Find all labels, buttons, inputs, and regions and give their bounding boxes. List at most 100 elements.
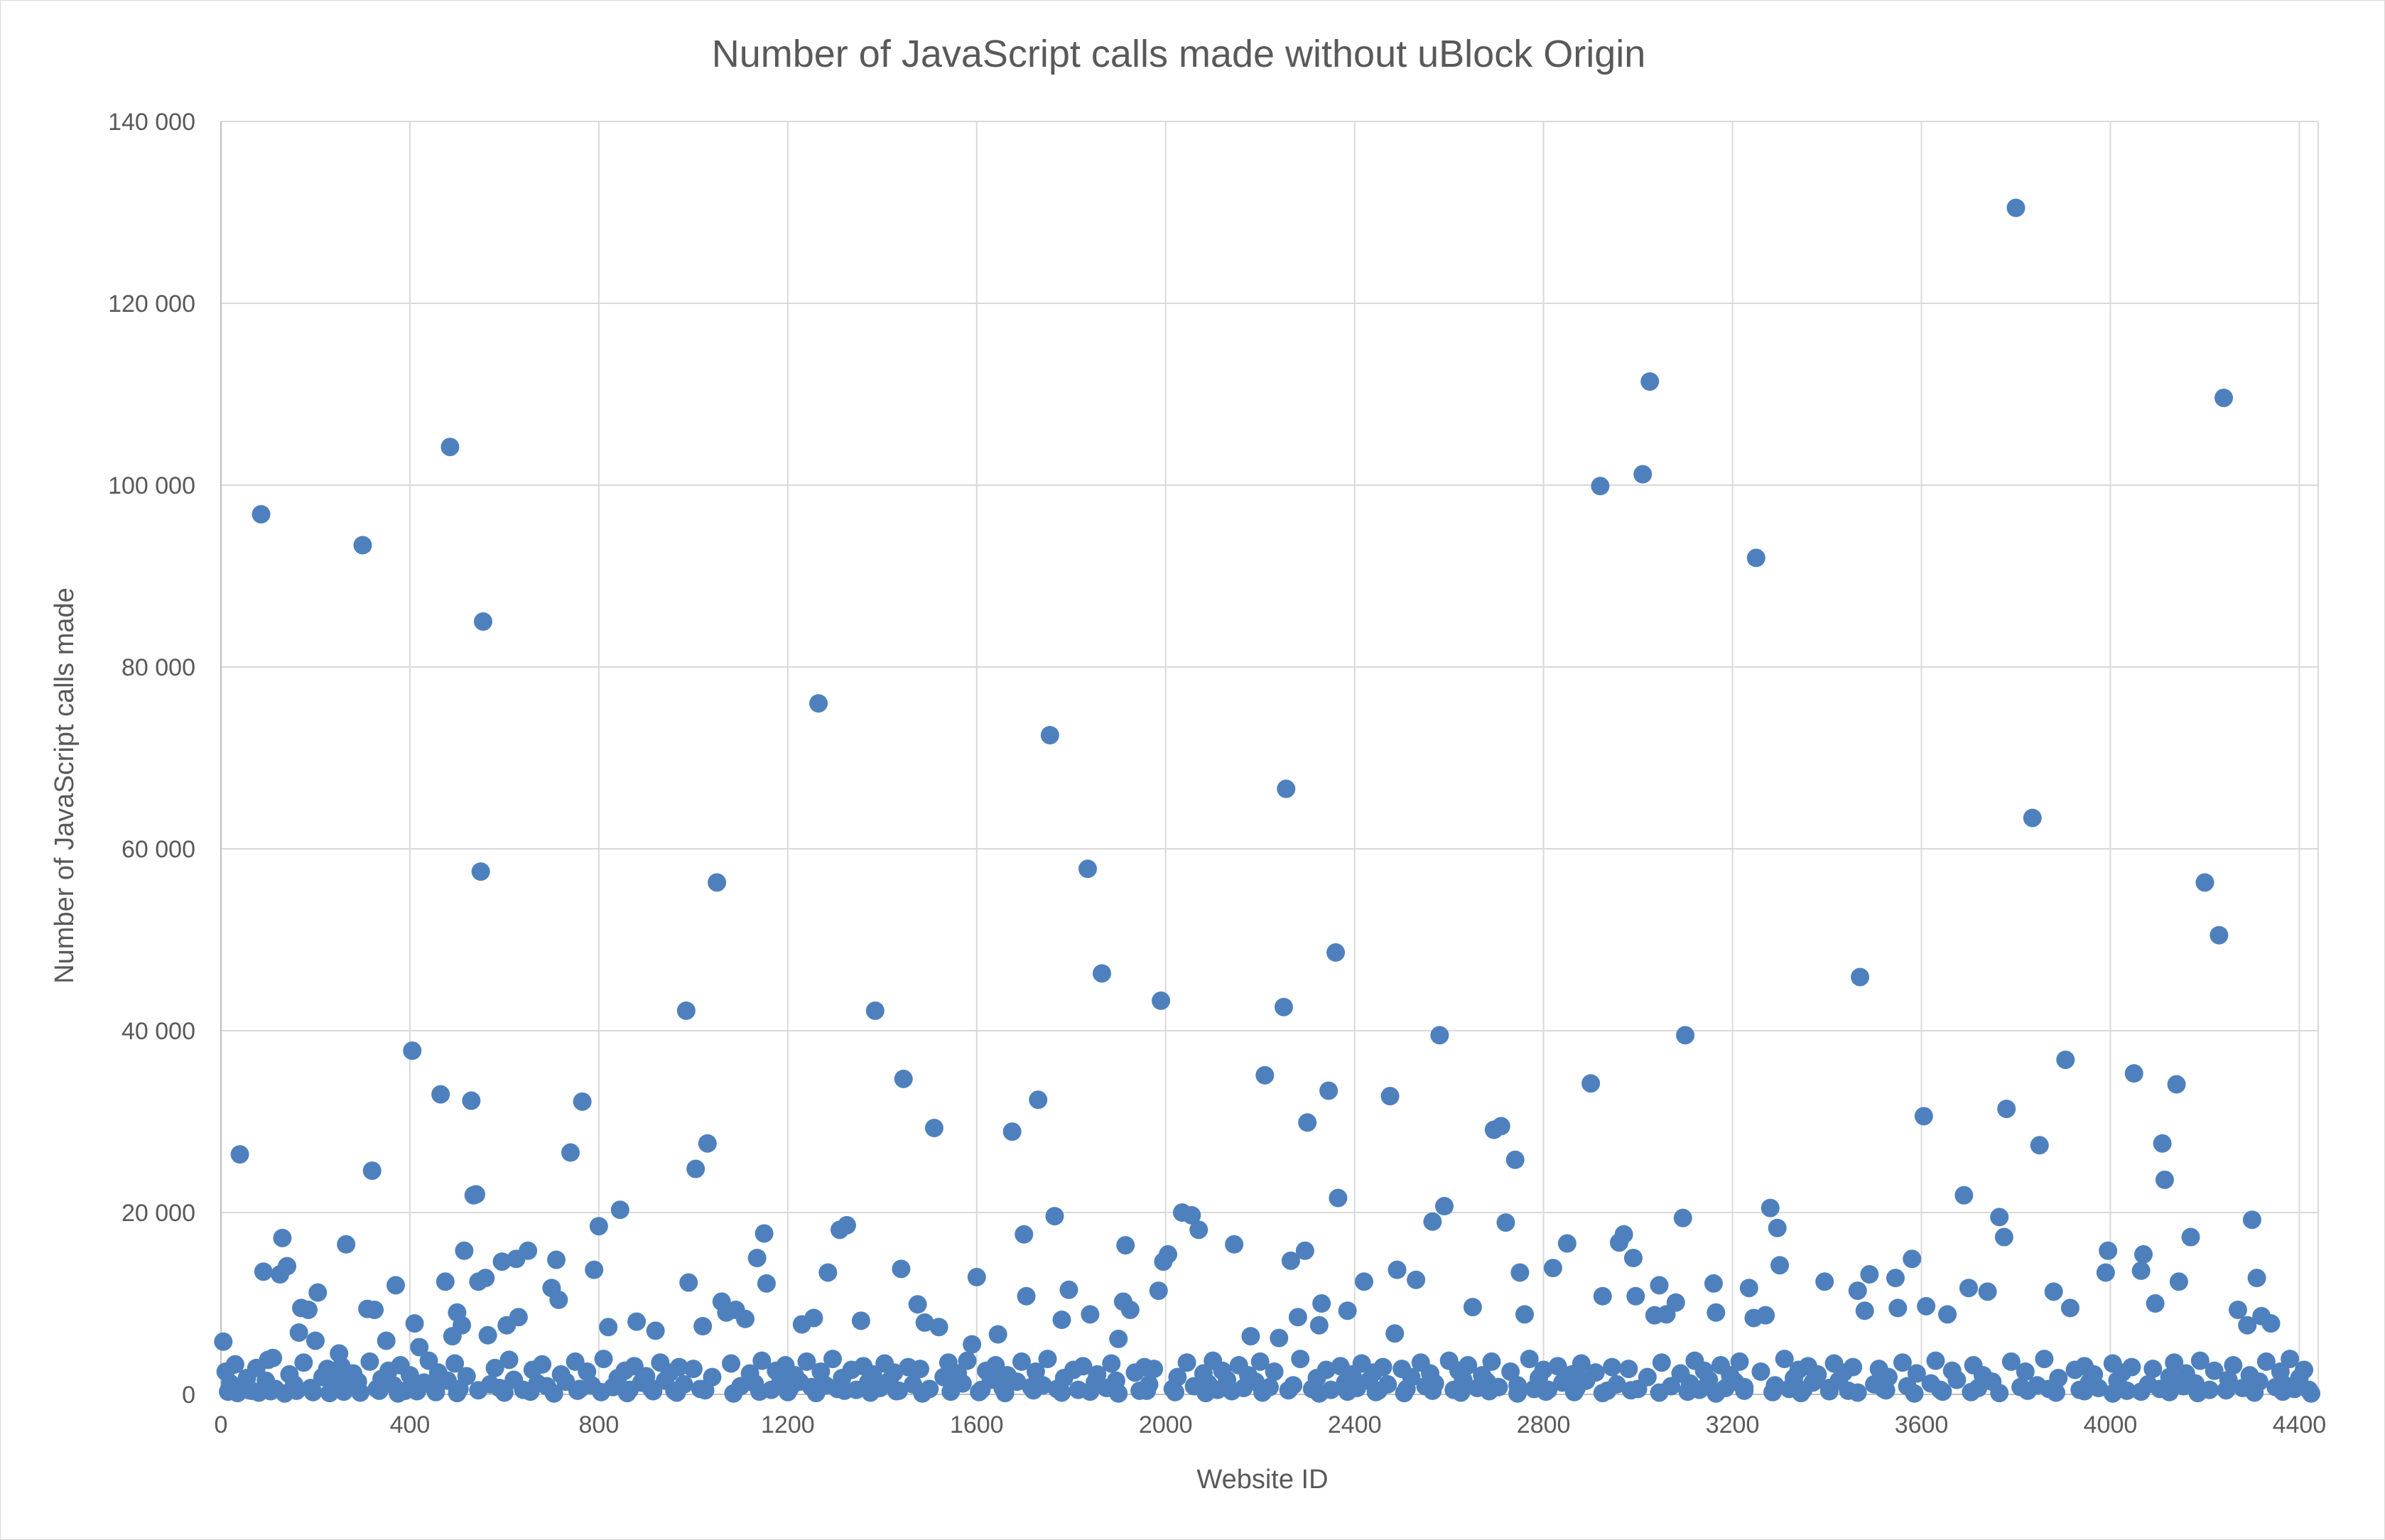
data-point bbox=[2006, 198, 2026, 217]
data-point bbox=[667, 1383, 686, 1402]
data-point bbox=[509, 1308, 528, 1327]
data-point bbox=[445, 1354, 465, 1373]
data-point bbox=[1298, 1113, 1317, 1132]
data-point bbox=[708, 873, 727, 892]
data-point bbox=[1430, 1026, 1449, 1045]
data-point bbox=[2181, 1227, 2200, 1247]
data-point bbox=[519, 1241, 538, 1260]
data-point bbox=[1621, 1381, 1640, 1400]
data-point bbox=[1815, 1272, 1834, 1291]
data-point bbox=[2117, 1381, 2136, 1400]
data-point bbox=[1145, 1360, 1164, 1379]
data-point bbox=[2238, 1316, 2257, 1335]
data-point bbox=[963, 1335, 982, 1354]
data-point bbox=[2122, 1357, 2141, 1377]
data-point bbox=[1265, 1362, 1284, 1381]
data-point bbox=[1548, 1357, 1567, 1376]
data-point bbox=[2089, 1379, 2108, 1398]
data-point bbox=[1029, 1090, 1048, 1110]
data-point bbox=[377, 1331, 396, 1350]
data-point bbox=[259, 1350, 278, 1370]
data-point bbox=[2035, 1350, 2054, 1369]
axes bbox=[220, 121, 2318, 1395]
data-point bbox=[1593, 1384, 1612, 1403]
data-point bbox=[1673, 1208, 1692, 1227]
data-point bbox=[1770, 1256, 1790, 1275]
data-point bbox=[1808, 1365, 1827, 1384]
y-tick-label: 0 bbox=[182, 1382, 195, 1409]
data-point bbox=[334, 1382, 353, 1401]
data-point bbox=[1947, 1370, 1967, 1389]
data-point bbox=[1040, 726, 1059, 744]
data-point bbox=[405, 1314, 424, 1333]
data-point bbox=[448, 1384, 467, 1403]
data-point bbox=[1652, 1353, 1671, 1372]
data-point bbox=[887, 1382, 906, 1401]
data-point bbox=[261, 1382, 280, 1401]
data-point bbox=[1962, 1382, 1981, 1401]
data-point bbox=[294, 1353, 313, 1372]
x-tick-label: 0 bbox=[215, 1411, 228, 1438]
data-point bbox=[1312, 1294, 1331, 1313]
data-point bbox=[1182, 1205, 1201, 1225]
data-point bbox=[1557, 1234, 1577, 1253]
data-point bbox=[1791, 1384, 1810, 1403]
data-point bbox=[547, 1250, 566, 1269]
x-tick-label: 2400 bbox=[1328, 1411, 1382, 1438]
data-point bbox=[1109, 1384, 1128, 1403]
data-point bbox=[1704, 1274, 1723, 1293]
data-point bbox=[440, 438, 460, 457]
data-point bbox=[747, 1249, 767, 1267]
data-point bbox=[750, 1382, 769, 1401]
data-point bbox=[1482, 1352, 1501, 1371]
data-point bbox=[865, 1001, 885, 1020]
x-tick-label: 400 bbox=[390, 1411, 431, 1438]
data-point bbox=[1288, 1308, 1307, 1327]
data-point bbox=[462, 1091, 481, 1110]
data-point bbox=[455, 1241, 474, 1260]
data-point bbox=[2075, 1382, 2094, 1401]
data-point bbox=[1581, 1074, 1601, 1093]
data-point bbox=[1326, 943, 1346, 962]
data-point bbox=[2044, 1282, 2063, 1301]
data-point bbox=[308, 1283, 328, 1302]
data-point bbox=[2023, 808, 2042, 828]
data-point bbox=[676, 1001, 696, 1020]
data-point bbox=[360, 1352, 379, 1371]
data-point bbox=[1116, 1236, 1135, 1255]
data-point bbox=[1959, 1279, 1978, 1298]
y-tick-label: 140 000 bbox=[108, 109, 195, 136]
data-point bbox=[1543, 1259, 1562, 1278]
data-point bbox=[1994, 1227, 2013, 1247]
data-point bbox=[2018, 1381, 2038, 1400]
data-point bbox=[669, 1357, 688, 1377]
data-point bbox=[337, 1235, 356, 1254]
data-point bbox=[1914, 1107, 1933, 1126]
data-point bbox=[1255, 1065, 1275, 1085]
y-tick-label: 40 000 bbox=[121, 1018, 195, 1045]
data-point bbox=[1279, 1381, 1298, 1400]
data-point bbox=[2256, 1352, 2276, 1371]
data-point bbox=[476, 1269, 495, 1288]
data-point bbox=[386, 1276, 405, 1295]
x-tick-label: 800 bbox=[579, 1411, 620, 1438]
data-point bbox=[469, 1381, 488, 1400]
data-point bbox=[1638, 1367, 1657, 1387]
data-point bbox=[1572, 1354, 1591, 1373]
data-point bbox=[679, 1273, 698, 1292]
data-point bbox=[1978, 1282, 1997, 1301]
data-point bbox=[1274, 997, 1293, 1016]
data-point bbox=[1177, 1353, 1196, 1372]
y-tick-label: 20 000 bbox=[121, 1200, 195, 1227]
data-point bbox=[1196, 1384, 1216, 1403]
data-point bbox=[2247, 1269, 2266, 1288]
data-point bbox=[924, 1118, 943, 1137]
data-point bbox=[1591, 477, 1610, 496]
data-point bbox=[2056, 1050, 2075, 1069]
data-point bbox=[299, 1300, 318, 1319]
data-point bbox=[804, 1308, 823, 1328]
data-point bbox=[1907, 1364, 1926, 1383]
data-point bbox=[929, 1318, 948, 1337]
data-point bbox=[353, 536, 372, 555]
data-point bbox=[351, 1383, 370, 1402]
